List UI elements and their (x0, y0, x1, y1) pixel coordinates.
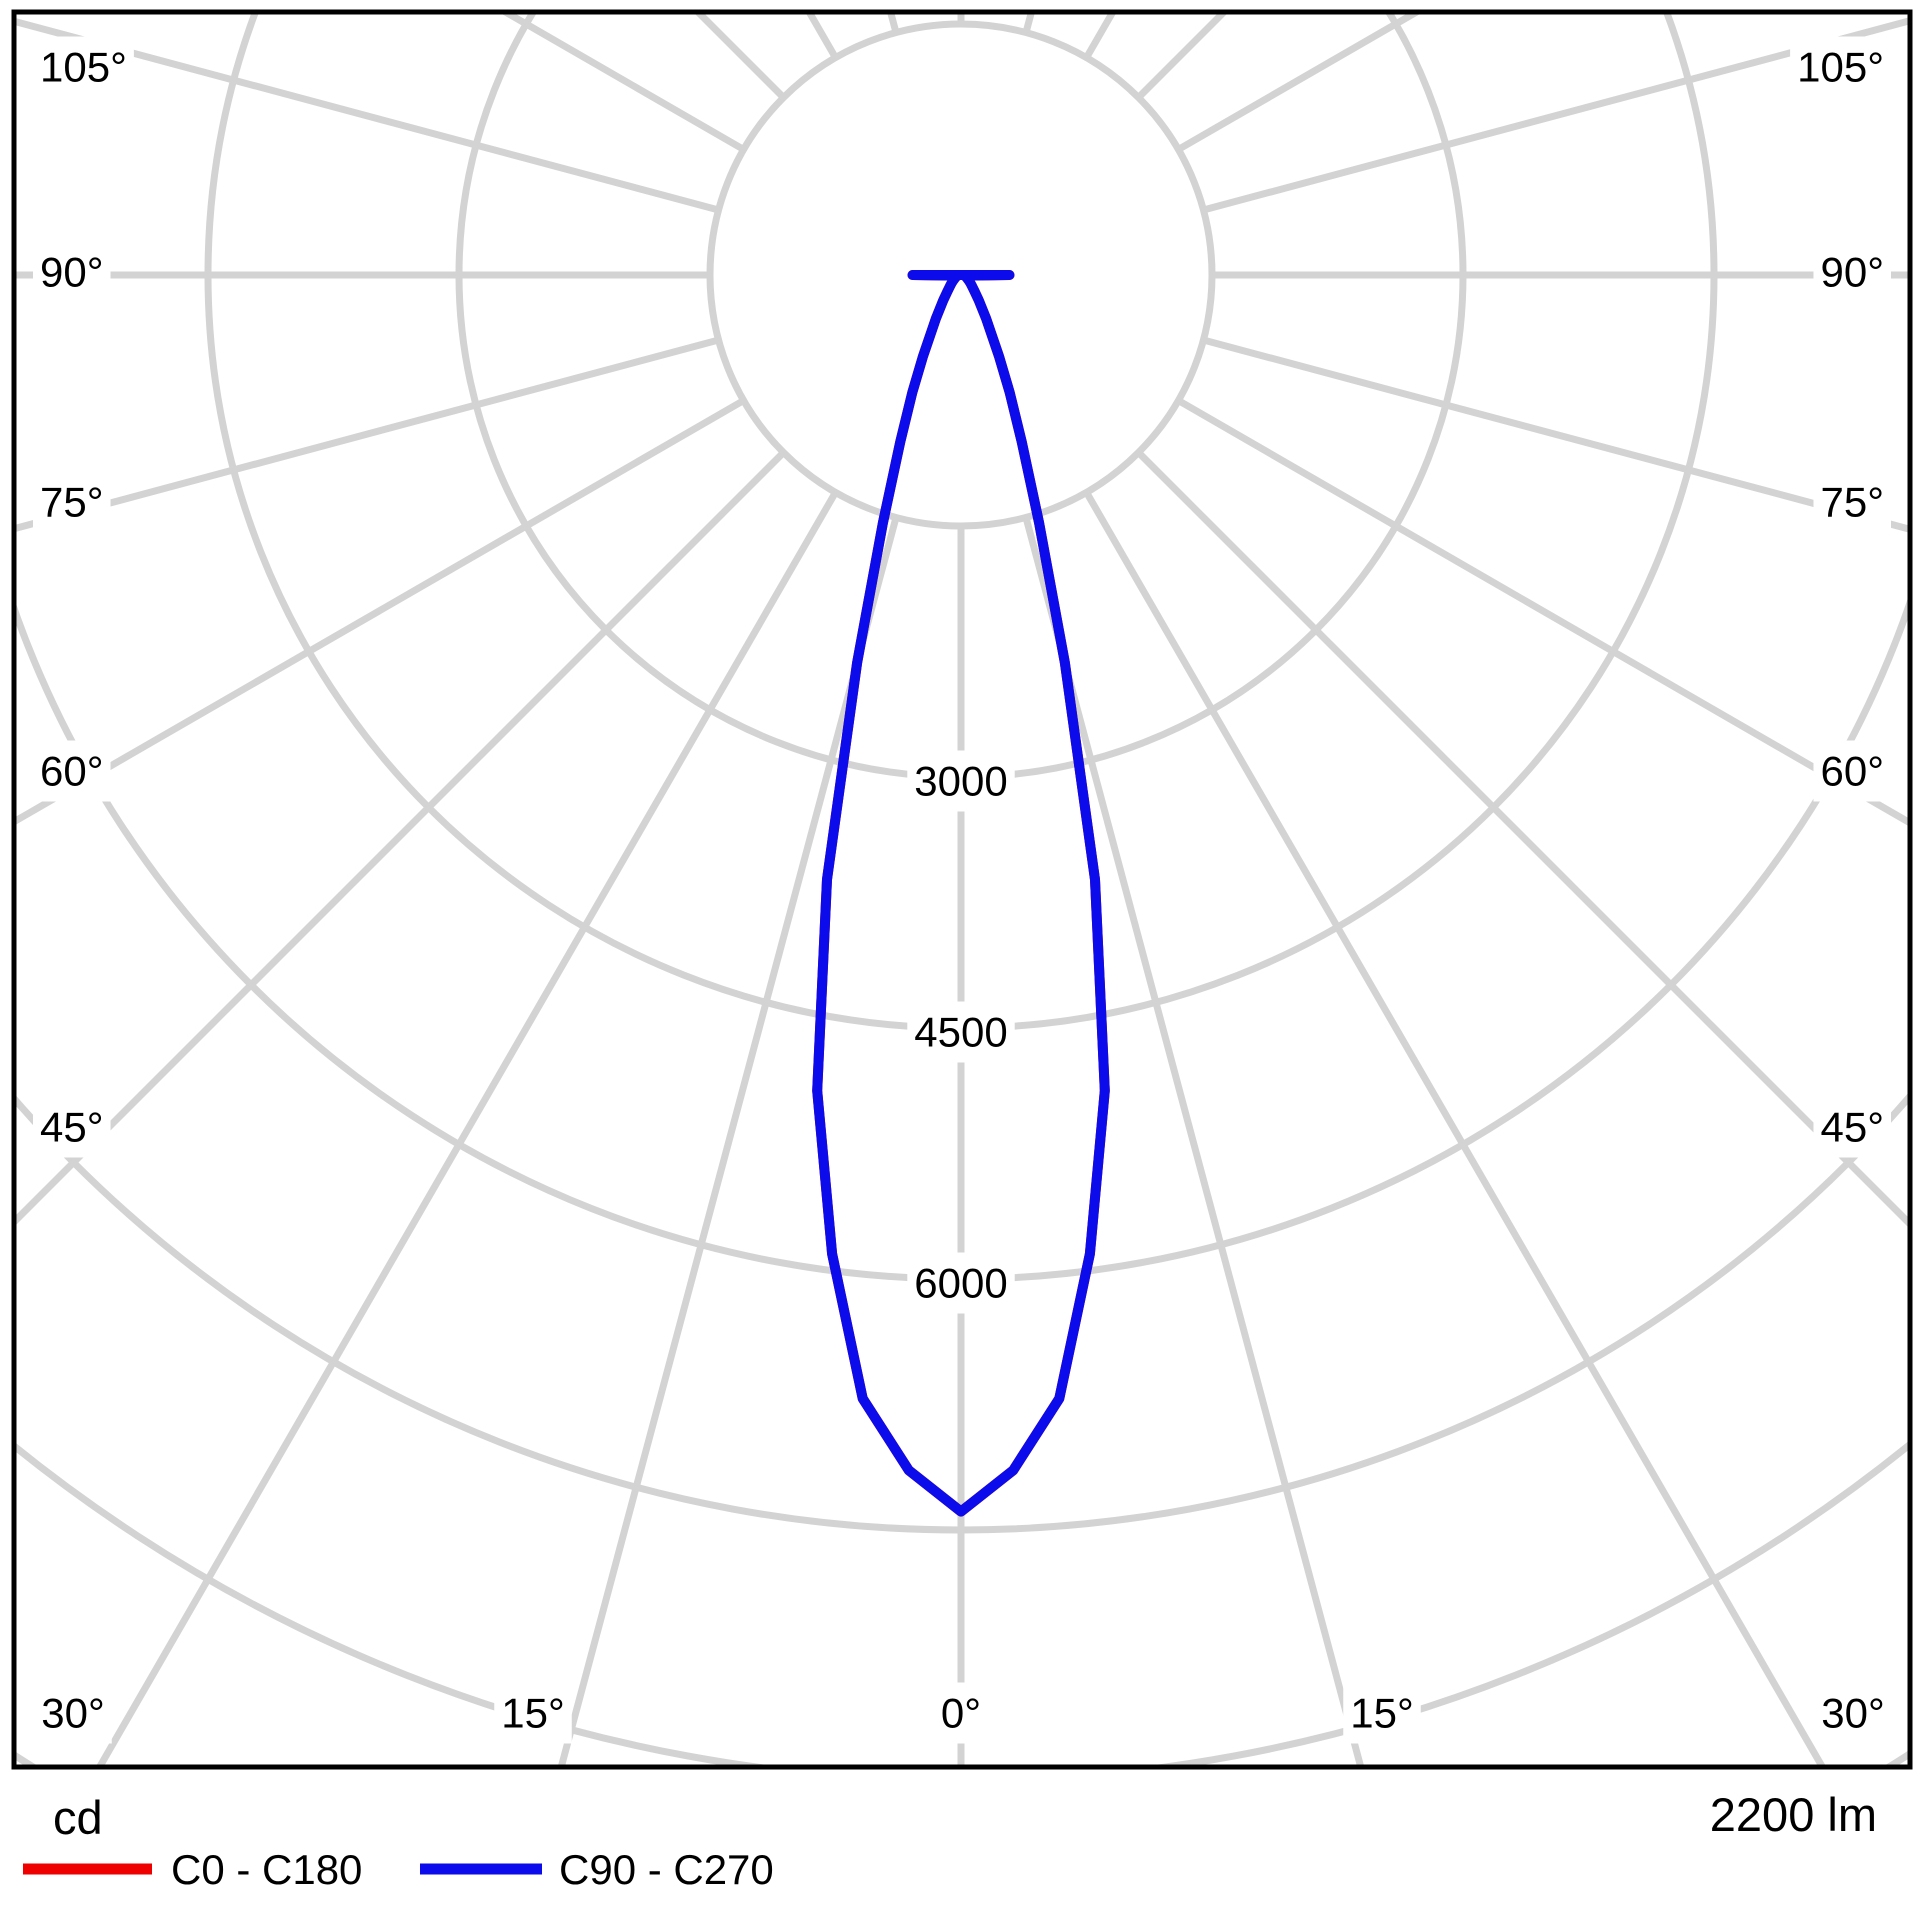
grid-ray-300 (14, 397, 746, 826)
angle-label-bottom-4: 30° (1821, 1690, 1885, 1737)
angle-label-bottom-1-mask (494, 1682, 572, 1744)
ring-label-4500-mask (907, 1001, 1015, 1063)
angle-label-right-90: 90° (1820, 249, 1884, 296)
grid-ray-345 (557, 516, 900, 1767)
angle-label-right-45-mask (1813, 1096, 1891, 1158)
flux-label: 2200 lm (1710, 1788, 1877, 1841)
angle-label-bottom-3-mask (1343, 1682, 1421, 1744)
plot-frame (11, 9, 1913, 1770)
angle-label-left-60-mask (33, 740, 111, 802)
angle-label-right-75: 75° (1820, 479, 1884, 526)
angle-label-right-90-mask (1813, 241, 1891, 303)
grid-ray-75 (1202, 336, 1910, 533)
intensity-curves (812, 270, 1110, 1517)
angle-label-right-105-mask (1790, 36, 1891, 98)
angle-label-bottom-3: 15° (1350, 1690, 1414, 1737)
angle-label-bottom-1: 15° (501, 1690, 565, 1737)
grid-ray-15 (1022, 516, 1365, 1767)
angle-label-bottom-4-mask (1814, 1682, 1892, 1744)
units-label: cd (53, 1791, 103, 1844)
angle-label-left-60: 60° (40, 748, 104, 795)
grid-ray-255 (14, 17, 720, 214)
angle-label-left-90: 90° (40, 249, 104, 296)
axis-labels: 105° 105° 90° 90° 75° 75° 60° 60° 45° 45° 30° 15° 0°… (33, 36, 1892, 1744)
angle-label-left-105: 105° (40, 44, 127, 91)
angle-label-bottom-0-mask (34, 1682, 112, 1744)
ring-label-6000-mask (907, 1252, 1015, 1314)
angle-label-left-105-mask (33, 36, 134, 98)
grid-ray-285 (14, 336, 720, 533)
angle-label-right-45: 45° (1820, 1104, 1884, 1151)
grid-ray-30 (1083, 490, 1827, 1767)
angle-label-bottom-2-mask (933, 1682, 989, 1744)
angle-label-left-75-mask (33, 471, 111, 533)
angle-label-left-45-mask (33, 1096, 111, 1158)
grid-ray-105 (1202, 17, 1910, 214)
angle-label-left-75: 75° (40, 479, 104, 526)
angle-label-left-90-mask (33, 241, 111, 303)
angle-label-bottom-0: 30° (41, 1690, 105, 1737)
grid-ray-165 (1022, 12, 1036, 34)
angle-label-bottom-2: 0° (941, 1690, 981, 1737)
legend-label-c90-c270: C90 - C270 (559, 1846, 774, 1893)
legend-label-c0-c180: C0 - C180 (171, 1846, 362, 1893)
ring-label-3000: 3000 (914, 758, 1007, 805)
grid-ray-195 (886, 12, 900, 34)
grid-ray-315 (14, 450, 786, 1227)
angle-label-right-60: 60° (1820, 748, 1884, 795)
ring-label-3000-mask (907, 750, 1015, 812)
ring-label-4500: 4500 (914, 1009, 1007, 1056)
intensity-curve-c90-c270 (812, 270, 1110, 1517)
legend: C0 - C180 C90 - C270 (23, 1846, 774, 1893)
angle-label-right-60-mask (1813, 740, 1891, 802)
grid-ray-330 (95, 490, 839, 1767)
angle-label-right-75-mask (1813, 471, 1891, 533)
grid-ray-60 (1176, 397, 1910, 827)
angle-label-left-45: 45° (40, 1104, 104, 1151)
grid-ray-45 (1136, 450, 1910, 1229)
ring-label-6000: 6000 (914, 1260, 1007, 1307)
angle-label-right-105: 105° (1797, 44, 1884, 91)
